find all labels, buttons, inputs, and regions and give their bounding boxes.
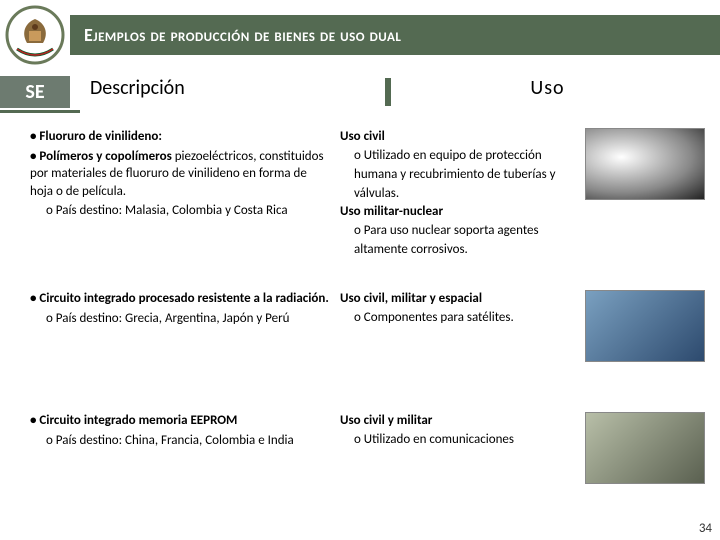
description-bold: Circuito integrado procesado resistente …: [39, 291, 328, 306]
content-row: Fluoruro de vinilideno: Polímeros y copol…: [0, 128, 720, 278]
page-number: 34: [699, 521, 712, 536]
use-title: Uso militar-nuclear: [340, 203, 580, 222]
description-item: Fluoruro de vinilideno:: [30, 128, 330, 146]
column-header-description: Descripción: [90, 76, 385, 100]
accent-line: [0, 110, 80, 113]
use-cell: Uso civilUtilizado en equipo de protecci…: [340, 128, 580, 278]
destination-item: País destino: Grecia, Argentina, Japón y…: [46, 310, 330, 328]
use-item: Utilizado en comunicaciones: [354, 431, 580, 450]
description-cell: Circuito integrado memoria EEPROM País de…: [0, 412, 340, 484]
destination-item: País destino: Malasia, Colombia y Costa …: [46, 202, 330, 220]
description-item: Circuito integrado memoria EEPROM: [30, 412, 330, 430]
use-item: Componentes para satélites.: [354, 309, 580, 328]
row-image: [580, 412, 710, 484]
description-item: Polímeros y copolímeros piezoeléctricos,…: [30, 148, 330, 201]
rows-container: Fluoruro de vinilideno: Polímeros y copol…: [0, 128, 720, 496]
description-bold: Circuito integrado memoria EEPROM: [39, 413, 237, 428]
description-cell: Fluoruro de vinilideno: Polímeros y copol…: [0, 128, 340, 278]
slide-title: Ejemplos de producción de bienes de uso …: [70, 15, 720, 55]
use-title: Uso civil, militar y espacial: [340, 290, 580, 309]
use-item: Utilizado en equipo de protección humana…: [354, 147, 580, 204]
content-row: Circuito integrado memoria EEPROM País de…: [0, 412, 720, 484]
use-cell: Uso civil, militar y espacialComponentes…: [340, 290, 580, 400]
content-row: Circuito integrado procesado resistente …: [0, 290, 720, 400]
use-title: Uso civil y militar: [340, 412, 580, 431]
product-image-icon: [585, 412, 705, 484]
product-image-icon: [585, 290, 705, 362]
use-cell: Uso civil y militarUtilizado en comunica…: [340, 412, 580, 484]
se-logo: SE: [0, 76, 70, 108]
description-item: Circuito integrado procesado resistente …: [30, 290, 330, 308]
row-image: [580, 128, 710, 278]
product-image-icon: [585, 128, 705, 200]
use-title: Uso civil: [340, 128, 580, 147]
mexico-shield-icon: [0, 0, 70, 70]
use-item: Para uso nuclear soporta agentes altamen…: [354, 222, 580, 260]
column-header-use: Uso: [409, 76, 686, 100]
description-bold: Fluoruro de vinilideno:: [39, 129, 162, 144]
destination-item: País destino: China, Francia, Colombia e…: [46, 432, 330, 450]
description-bold: Polímeros y copolímeros: [39, 149, 171, 164]
description-cell: Circuito integrado procesado resistente …: [0, 290, 340, 400]
row-image: [580, 290, 710, 400]
